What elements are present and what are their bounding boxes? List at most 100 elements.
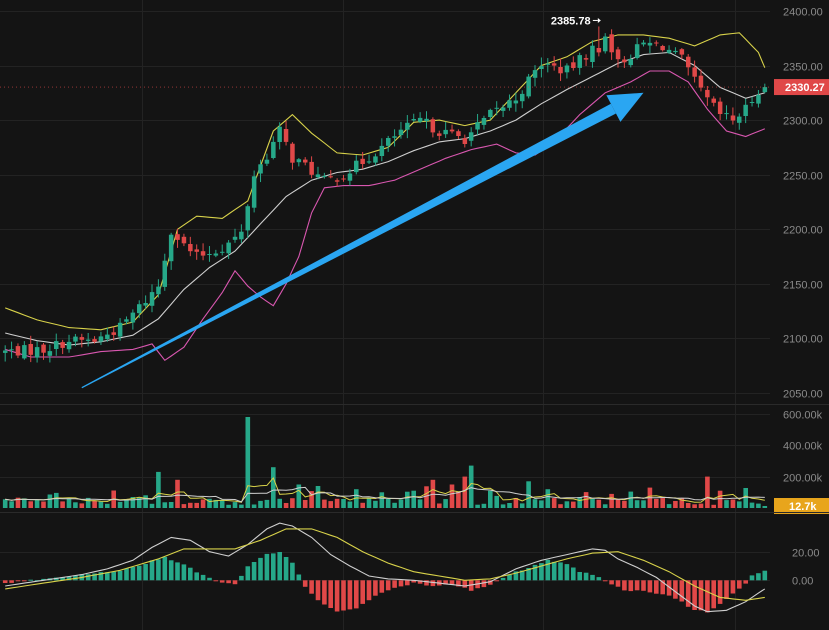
macd-histogram-bar — [117, 570, 123, 581]
candle — [379, 138, 385, 162]
candle — [430, 117, 436, 138]
candle — [22, 341, 27, 360]
macd-histogram-bar — [551, 561, 557, 581]
trend-arrow — [81, 92, 644, 389]
volume-bar — [175, 479, 180, 508]
macd-histogram-bar — [673, 580, 678, 599]
macd-histogram-bar — [424, 580, 429, 586]
volume-bar — [124, 499, 129, 508]
candle — [34, 341, 40, 363]
candle — [660, 44, 665, 52]
macd-histogram-bar — [264, 553, 270, 581]
signal-line — [5, 528, 765, 601]
candle — [398, 121, 404, 139]
candle — [200, 243, 206, 261]
volume-bar — [271, 467, 276, 508]
volume-bar — [507, 503, 512, 508]
macd-histogram-bar — [405, 580, 410, 586]
price-tick-label: 2350.00 — [783, 62, 823, 74]
candle — [47, 344, 53, 363]
candle — [743, 98, 748, 124]
volume-bar — [500, 504, 506, 508]
candle — [239, 224, 244, 243]
candle — [411, 113, 416, 122]
candle — [366, 154, 372, 165]
candle — [609, 29, 614, 60]
volume-bar — [277, 498, 282, 508]
volume-bar — [92, 501, 97, 508]
macd-histogram-bar — [500, 577, 506, 581]
candle — [705, 85, 710, 106]
macd-histogram-bar — [41, 578, 46, 581]
volume-bar — [449, 484, 455, 508]
candle — [251, 170, 257, 213]
macd-histogram-bar — [660, 580, 665, 595]
volume-bar — [596, 499, 602, 508]
price-tick-label: 2100.00 — [783, 334, 823, 346]
volume-bar — [577, 497, 582, 508]
candle — [264, 153, 270, 167]
volume-bar — [296, 484, 302, 508]
candle — [500, 104, 506, 118]
macd-histogram — [2, 552, 768, 613]
volume-bar — [398, 499, 404, 508]
candle — [666, 45, 672, 55]
macd-histogram-bar — [354, 580, 359, 609]
volume-tag — [774, 498, 829, 515]
macd-histogram-bar — [730, 580, 736, 594]
macd-histogram-bar — [743, 580, 748, 584]
candle — [9, 341, 14, 359]
last-price-tag — [774, 79, 829, 96]
candle — [520, 90, 525, 109]
candle — [577, 52, 582, 75]
volume-bar — [456, 491, 461, 508]
volume-bar — [602, 504, 608, 508]
price-annotations: 2385.78 2330.27 — [0, 15, 829, 96]
macd-histogram-bar — [239, 575, 244, 581]
macd-histogram-bar — [539, 563, 544, 581]
candle — [309, 156, 314, 179]
candle — [54, 333, 59, 356]
macd-histogram-bar — [564, 564, 570, 581]
volume-bar — [660, 498, 665, 508]
trend-arrow-shaft — [81, 103, 616, 389]
candle — [641, 40, 646, 47]
macd-histogram-bar — [277, 552, 282, 581]
candle — [360, 151, 365, 169]
macd-histogram-bar — [456, 580, 461, 587]
volume-bar — [213, 499, 219, 508]
candle — [277, 122, 282, 150]
macd-histogram-bar — [641, 580, 646, 591]
volume-bar — [181, 504, 187, 508]
volume-bar — [437, 503, 442, 508]
candle — [749, 96, 755, 107]
volume-tick-label: 600.00k — [783, 410, 823, 422]
volume-bar — [494, 495, 499, 508]
macd-histogram-bar — [373, 580, 378, 596]
volume-bar — [545, 489, 551, 508]
volume-bar — [583, 492, 589, 508]
volume-bar — [309, 491, 314, 508]
price-tick-label: 2200.00 — [783, 225, 823, 237]
candle — [85, 332, 91, 347]
volume-bar — [558, 504, 563, 508]
macd-histogram-bar — [430, 580, 436, 587]
volume-bar — [417, 499, 423, 508]
volume-bar — [22, 498, 27, 508]
candle — [213, 249, 219, 258]
candle — [468, 127, 474, 147]
volume-bar — [130, 497, 136, 508]
macd-histogram-bar — [488, 580, 493, 585]
macd-histogram-bar — [213, 580, 219, 582]
macd-histogram-bar — [66, 576, 72, 581]
macd-histogram-bar — [698, 580, 704, 611]
macd-tick-label: 0.00 — [792, 576, 813, 588]
candle — [603, 33, 608, 54]
volume-bar — [79, 503, 85, 508]
volume-bars — [2, 417, 768, 508]
macd-histogram-bar — [136, 565, 142, 581]
volume-bar — [756, 503, 761, 508]
macd-histogram-bar — [602, 580, 608, 582]
volume-bar — [609, 493, 614, 508]
price-axis: 2050.00 2100.00 2150.00 2200.00 2250.00 2300.… — [783, 7, 823, 401]
